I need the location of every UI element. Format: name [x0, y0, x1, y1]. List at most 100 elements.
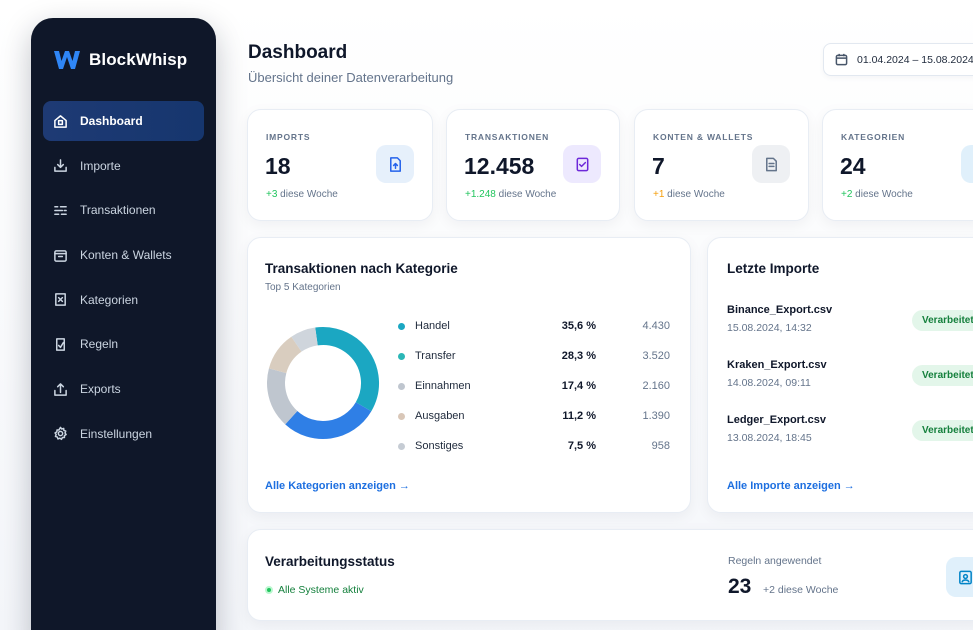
- stat-icon-box: [752, 145, 790, 183]
- legend-dot: [398, 323, 405, 330]
- sidebar-item-label: Konten & Wallets: [80, 248, 172, 263]
- calendar-icon: [835, 53, 848, 66]
- legend-count: 1.390: [642, 410, 670, 422]
- stat-icon-box: [376, 145, 414, 183]
- stat-icon-box: [961, 145, 973, 183]
- sidebar-item-konten-wallets[interactable]: Konten & Wallets: [43, 235, 204, 275]
- status-badge: Verarbeitet: [912, 365, 973, 386]
- recent-imports-card: Letzte Importe Binance_Export.csv 15.08.…: [707, 237, 973, 513]
- import-item[interactable]: Kraken_Export.csv 14.08.2024, 09:11 Vera…: [727, 359, 973, 399]
- sidebar-item-label: Dashboard: [80, 114, 143, 128]
- stat-label: TRANSAKTIONEN: [465, 132, 550, 142]
- stat-delta: +1 diese Woche: [653, 189, 725, 200]
- sidebar-item-dashboard[interactable]: Dashboard: [43, 101, 204, 141]
- donut-segment-einnahmen: [267, 327, 379, 439]
- legend-count: 3.520: [642, 350, 670, 362]
- stat-value: 7: [652, 153, 665, 179]
- legend-count: 958: [651, 440, 670, 452]
- stat-label: KATEGORIEN: [841, 132, 906, 142]
- stat-card-kategorien[interactable]: KATEGORIEN 24 +2 diese Woche: [822, 109, 973, 221]
- legend-name: Handel: [415, 320, 450, 332]
- stat-card-imports[interactable]: IMPORTS 18 +3 diese Woche: [247, 109, 433, 221]
- import-item[interactable]: Binance_Export.csv 15.08.2024, 14:32 Ver…: [727, 304, 973, 344]
- blockwhisp-logo-icon: [54, 51, 80, 69]
- legend-row-ausgaben: Ausgaben 11,2 % 1.390: [398, 408, 670, 426]
- date-range-picker[interactable]: 01.04.2024 – 15.08.2024: [823, 43, 973, 76]
- stat-card-konten-wallets[interactable]: KONTEN & WALLETS 7 +1 diese Woche: [634, 109, 809, 221]
- legend-pct: 7,5 %: [567, 440, 596, 452]
- rules-icon: [56, 338, 65, 351]
- rules-icon-box: [946, 557, 973, 597]
- list-icon: [54, 205, 67, 215]
- date-range-value: 01.04.2024 – 15.08.2024: [857, 53, 973, 66]
- sidebar-item-exports[interactable]: Exports: [43, 369, 204, 409]
- import-filename: Binance_Export.csv: [727, 304, 833, 316]
- sidebar-nav: Dashboard Importe Transaktionen Konten &…: [43, 101, 204, 459]
- legend-name: Transfer: [415, 350, 456, 362]
- sidebar-item-einstellungen[interactable]: Einstellungen: [43, 414, 204, 454]
- sidebar-item-label: Einstellungen: [80, 426, 153, 441]
- recent-imports-title: Letzte Importe: [727, 261, 820, 276]
- legend-pct: 28,3 %: [561, 350, 596, 362]
- sidebar-item-label: Exports: [80, 382, 121, 397]
- status-indicator-dot: [265, 586, 273, 595]
- categories-donut-chart: [267, 327, 379, 439]
- donut-segment-sonstiges: [267, 327, 379, 439]
- legend-dot: [398, 413, 405, 420]
- processing-status-card: Verarbeitungsstatus Alle Systeme aktiv R…: [247, 529, 973, 621]
- legend-name: Einnahmen: [415, 380, 471, 392]
- sidebar-item-importe[interactable]: Importe: [43, 146, 204, 186]
- stat-card-transaktionen[interactable]: TRANSAKTIONEN 12.458 +1.248 diese Woche: [446, 109, 620, 221]
- categories-subtitle: Top 5 Kategorien: [265, 282, 341, 293]
- status-badge: Verarbeitet: [912, 310, 973, 331]
- legend-name: Sonstiges: [415, 440, 464, 452]
- legend-row-transfer: Transfer 28,3 % 3.520: [398, 348, 670, 366]
- rules-applied-label: Regeln angewendet: [728, 555, 822, 567]
- system-status: Alle Systeme aktiv: [265, 584, 364, 596]
- file-upload-icon: [389, 156, 401, 172]
- import-item[interactable]: Ledger_Export.csv 13.08.2024, 18:45 Vera…: [727, 414, 973, 454]
- rules-applied-value: 23: [728, 575, 752, 598]
- legend-row-sonstiges: Sonstiges 7,5 % 958: [398, 438, 670, 456]
- legend-dot: [398, 353, 405, 360]
- sidebar-item-kategorien[interactable]: Kategorien: [43, 280, 204, 320]
- brand[interactable]: BlockWhisp: [53, 48, 187, 72]
- dashboard-icon: [54, 114, 67, 128]
- all-categories-link[interactable]: Alle Kategorien anzeigen →: [265, 480, 410, 492]
- legend-name: Ausgaben: [415, 410, 465, 422]
- sidebar-item-label: Kategorien: [80, 292, 139, 307]
- rules-applied-delta: +2 diese Woche: [763, 584, 839, 596]
- status-badge: Verarbeitet: [912, 420, 973, 441]
- sidebar-item-regeln[interactable]: Regeln: [43, 324, 204, 364]
- sidebar: BlockWhisp Dashboard Importe Transaktion…: [31, 18, 216, 630]
- import-date: 14.08.2024, 09:11: [727, 377, 811, 389]
- processing-status-title: Verarbeitungsstatus: [265, 554, 395, 569]
- receipt-icon: [576, 157, 588, 171]
- import-icon: [54, 159, 67, 173]
- stat-value: 24: [840, 153, 866, 179]
- sidebar-item-label: Regeln: [80, 337, 119, 352]
- page-subtitle: Übersicht deiner Datenverarbeitung: [248, 70, 454, 85]
- categories-card: Transaktionen nach Kategorie Top 5 Kateg…: [247, 237, 691, 513]
- legend-count: 4.430: [642, 320, 670, 332]
- legend-pct: 17,4 %: [561, 380, 596, 392]
- stat-delta: +2 diese Woche: [841, 189, 913, 200]
- import-date: 13.08.2024, 18:45: [727, 432, 812, 444]
- brand-name: BlockWhisp: [89, 50, 188, 69]
- stat-value: 12.458: [464, 153, 535, 179]
- import-date: 15.08.2024, 14:32: [727, 322, 812, 334]
- import-filename: Ledger_Export.csv: [727, 414, 827, 426]
- legend-pct: 11,2 %: [562, 410, 596, 422]
- stat-delta: +3 diese Woche: [266, 189, 338, 200]
- legend-row-einnahmen: Einnahmen 17,4 % 2.160: [398, 378, 670, 396]
- donut-segment-transfer: [267, 327, 379, 439]
- stat-label: IMPORTS: [266, 132, 311, 142]
- legend-pct: 35,6 %: [561, 320, 596, 332]
- stat-icon-box: [563, 145, 601, 183]
- categories-title: Transaktionen nach Kategorie: [265, 261, 458, 276]
- import-filename: Kraken_Export.csv: [727, 359, 827, 371]
- sidebar-item-transaktionen[interactable]: Transaktionen: [43, 190, 204, 230]
- wallet-icon: [54, 249, 67, 262]
- all-imports-link[interactable]: Alle Importe anzeigen →: [727, 480, 855, 492]
- stat-value: 18: [265, 153, 291, 179]
